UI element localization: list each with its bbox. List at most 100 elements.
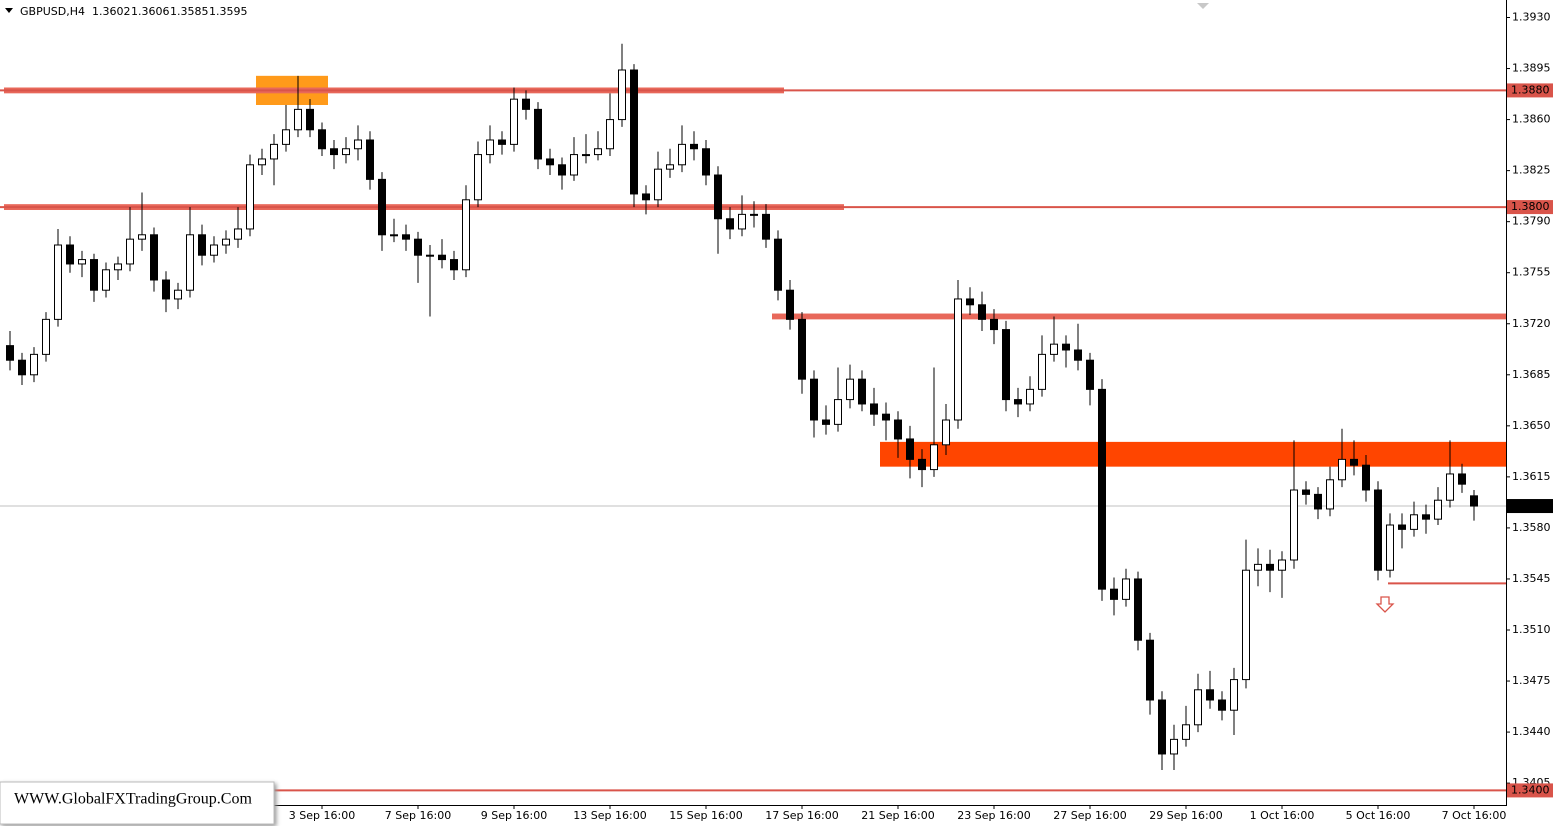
candle-body xyxy=(270,143,278,160)
candle-body xyxy=(1194,689,1202,726)
down-arrow xyxy=(1375,596,1395,613)
x-tick-label: 7 Sep 16:00 xyxy=(385,809,451,822)
candle-body xyxy=(942,419,950,446)
candle-body xyxy=(1398,524,1406,530)
candle-body xyxy=(1086,359,1094,390)
y-tick-label: 1.3685 xyxy=(1512,368,1551,381)
candle-body xyxy=(678,143,686,166)
y-tick-label: 1.3790 xyxy=(1512,215,1551,228)
candle-body xyxy=(1002,329,1010,401)
candle-body xyxy=(1206,689,1214,701)
candle-body xyxy=(570,154,578,176)
candle-body xyxy=(810,378,818,421)
candle-body xyxy=(210,244,218,256)
candle-body xyxy=(762,213,770,240)
candle-body xyxy=(1062,343,1070,351)
candle-body xyxy=(798,318,806,380)
candle-body xyxy=(822,419,830,425)
current-price-box xyxy=(1507,499,1553,514)
candle-body xyxy=(558,164,566,176)
candle-body xyxy=(42,318,50,355)
candle-body xyxy=(234,228,242,240)
x-tick-label: 9 Sep 16:00 xyxy=(481,809,547,822)
candle-body xyxy=(1470,495,1478,507)
y-tick-label: 1.3825 xyxy=(1512,164,1551,177)
candle-body xyxy=(582,154,590,157)
level-price-label: 1.3880 xyxy=(1511,83,1550,96)
zone-band xyxy=(880,441,1506,467)
candle-body xyxy=(1050,343,1058,355)
candle-body xyxy=(1242,569,1250,681)
y-tick-label: 1.3755 xyxy=(1512,266,1551,279)
candle-body xyxy=(1122,578,1130,600)
x-tick-label: 7 Oct 16:00 xyxy=(1442,809,1507,822)
candle-body xyxy=(102,269,110,291)
candle-body xyxy=(450,259,458,271)
x-tick-label: 23 Sep 16:00 xyxy=(957,809,1030,822)
candle-body xyxy=(222,238,230,246)
y-tick-label: 1.3720 xyxy=(1512,317,1551,330)
y-tick-label: 1.3545 xyxy=(1512,572,1551,585)
candle-body xyxy=(294,108,302,131)
candle-body xyxy=(894,419,902,440)
candle-body xyxy=(306,108,314,131)
candle-body xyxy=(654,168,662,201)
candle-body xyxy=(1290,489,1298,561)
candle-body xyxy=(1302,489,1310,495)
candle-body xyxy=(522,98,530,110)
scroll-marker xyxy=(1197,3,1209,9)
candle-body xyxy=(858,378,866,405)
candle-body xyxy=(642,193,650,201)
zone-band xyxy=(772,313,1506,320)
candle-body xyxy=(714,174,722,220)
candle-body xyxy=(690,143,698,150)
candle-body xyxy=(282,129,290,145)
candle-body xyxy=(414,238,422,256)
candle-body xyxy=(30,353,38,376)
candle-body xyxy=(1350,458,1358,466)
candle-body xyxy=(498,139,506,145)
candle-body xyxy=(594,148,602,156)
candle-body xyxy=(834,399,842,425)
candle-body xyxy=(978,304,986,320)
candle-body xyxy=(1254,563,1262,571)
bands-layer xyxy=(0,75,1506,792)
x-tick-label: 15 Sep 16:00 xyxy=(669,809,742,822)
candle-body xyxy=(1074,349,1082,361)
candle-body xyxy=(666,164,674,170)
candle-body xyxy=(390,234,398,237)
candle-body xyxy=(126,238,134,265)
candle-body xyxy=(1014,399,1022,405)
candle-body xyxy=(1170,738,1178,755)
candle-body xyxy=(342,148,350,156)
candle-body xyxy=(534,108,542,160)
x-tick-label: 1 Oct 16:00 xyxy=(1250,809,1315,822)
x-tick-label: 5 Oct 16:00 xyxy=(1346,809,1411,822)
candle-body xyxy=(1026,388,1034,405)
candle-body xyxy=(606,119,614,150)
candle-body xyxy=(78,259,86,265)
x-tick-label: 13 Sep 16:00 xyxy=(573,809,646,822)
candle-body xyxy=(150,234,158,281)
candle-body xyxy=(330,148,338,156)
candle-body xyxy=(114,263,122,271)
candle-body xyxy=(366,139,374,180)
x-tick-label: 17 Sep 16:00 xyxy=(765,809,838,822)
current-price-label: 1.3595 xyxy=(1511,499,1550,512)
candle-body xyxy=(1434,499,1442,520)
header-open: 1.3602 xyxy=(92,5,131,18)
candle-body xyxy=(1362,464,1370,491)
symbol-title: GBPUSD,H4 xyxy=(20,5,85,18)
x-tick-label: 3 Sep 16:00 xyxy=(289,809,355,822)
candle-body xyxy=(1158,699,1166,755)
candle-body xyxy=(738,213,746,230)
candle-body xyxy=(1182,724,1190,740)
y-tick-label: 1.3475 xyxy=(1512,674,1551,687)
candle-body xyxy=(426,254,434,257)
watermark: WWW.GlobalFXTradingGroup.Com xyxy=(0,781,275,825)
watermark-text: WWW.GlobalFXTradingGroup.Com xyxy=(14,791,252,808)
candle-body xyxy=(930,444,938,471)
candle-body xyxy=(786,289,794,320)
level-price-box xyxy=(1507,83,1553,98)
